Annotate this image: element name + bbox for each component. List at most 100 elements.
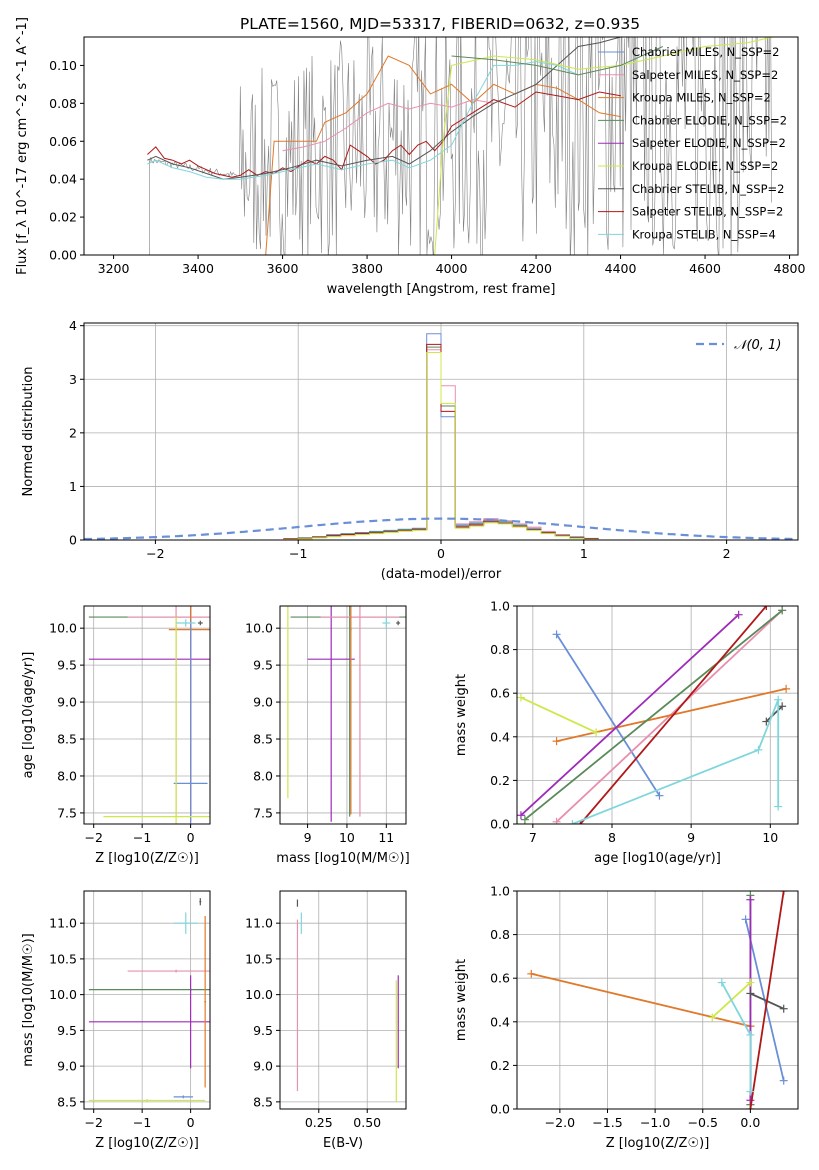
y-tick-label: 7.5 bbox=[57, 805, 77, 820]
y-tick-label: 10.0 bbox=[49, 987, 77, 1002]
y-axis-label: mass [log10(M/M☉)] bbox=[21, 933, 36, 1066]
errorbar-point-kroupa-elodie bbox=[395, 980, 397, 1102]
weight-marker bbox=[754, 745, 763, 754]
weight-marker bbox=[568, 820, 577, 824]
plot-area bbox=[88, 606, 210, 824]
y-tick-label: 0.4 bbox=[490, 729, 510, 744]
y-tick-label: 0.0 bbox=[490, 817, 510, 832]
weight-line-kroupa-stelib bbox=[572, 699, 780, 824]
x-tick-label: −1 bbox=[133, 830, 151, 845]
y-tick-label: 9.5 bbox=[253, 1023, 273, 1038]
y-tick-label: 10.0 bbox=[245, 621, 273, 636]
y-tick-label: 4 bbox=[69, 318, 77, 333]
legend-entry: Salpeter STELIB, N_SSP=2 bbox=[632, 205, 783, 219]
y-tick-label: 1.0 bbox=[490, 599, 510, 614]
y-tick-label: 0.02 bbox=[49, 210, 77, 225]
weight-marker bbox=[520, 815, 529, 824]
weight-marker bbox=[527, 969, 536, 978]
x-tick-label: 4400 bbox=[605, 261, 637, 276]
y-tick-label: 8.5 bbox=[253, 732, 273, 747]
y-axis-label: Normed distribution bbox=[21, 367, 36, 497]
figure-title: PLATE=1560, MJD=53317, FIBERID=0632, z=0… bbox=[240, 15, 640, 33]
x-tick-label: 1 bbox=[580, 546, 588, 561]
x-axis-label: E(B-V) bbox=[323, 1136, 363, 1151]
errorbar-point-salpeter-elodie bbox=[307, 606, 355, 822]
x-tick-label: −1.0 bbox=[640, 1115, 670, 1130]
y-tick-label: 1 bbox=[69, 479, 77, 494]
errorbar-point-chabrier-stelib bbox=[197, 620, 203, 626]
y-tick-label: 11.0 bbox=[49, 916, 77, 931]
y-tick-label: 0.8 bbox=[490, 927, 510, 942]
residuals-panel: −2 −1 0 1 2 0 1 2 3 4 (data-model)/error Normed dis… bbox=[21, 318, 799, 582]
legend-entry: Chabrier MILES, N_SSP=2 bbox=[632, 45, 779, 59]
x-tick-label: 10 bbox=[762, 830, 778, 845]
errorbar-point-kroupa-miles bbox=[350, 606, 352, 815]
plot-area bbox=[105, 37, 773, 255]
weight-marker bbox=[762, 606, 771, 610]
weight-marker bbox=[717, 978, 726, 987]
y-tick-label: 11.0 bbox=[245, 916, 273, 931]
errorbar-point-salpeter-elodie bbox=[397, 975, 399, 1069]
y-tick-label: 9.0 bbox=[57, 1059, 77, 1074]
axes-frame bbox=[279, 605, 407, 825]
age-vs-mass-panel: 9 10 11 7.5 8.0 8.5 9.0 9.5 10.0 mass [log10(M/M☉… bbox=[245, 605, 410, 866]
legend-entry: Kroupa STELIB, N_SSP=4 bbox=[632, 227, 776, 241]
x-tick-label: −2 bbox=[84, 1115, 102, 1130]
x-tick-label: 3400 bbox=[182, 261, 214, 276]
weight-marker bbox=[746, 1105, 755, 1109]
axes-frame bbox=[279, 890, 407, 1110]
y-tick-label: 0.2 bbox=[490, 773, 510, 788]
weight-line-salpeter-elodie bbox=[520, 614, 740, 816]
errorbar-point-chabrier-stelib bbox=[396, 620, 401, 626]
y-tick-label: 8.0 bbox=[57, 768, 77, 783]
x-tick-label: −1 bbox=[133, 1115, 151, 1130]
errorbar-point-chabrier-stelib bbox=[199, 898, 202, 906]
model-line-salpeter-miles bbox=[282, 99, 494, 152]
errorbar-point-salpeter-miles bbox=[296, 919, 299, 1092]
weight-marker bbox=[779, 1004, 788, 1013]
y-tick-label: 10.0 bbox=[49, 621, 77, 636]
errorbar-point-chabrier-miles bbox=[173, 620, 208, 824]
model-line-chabrier-elodie bbox=[451, 46, 664, 76]
y-tick-label: 0.08 bbox=[49, 96, 77, 111]
x-tick-label: 0.25 bbox=[305, 1115, 333, 1130]
observed-spectrum-line bbox=[105, 37, 772, 255]
x-tick-label: 3200 bbox=[98, 261, 130, 276]
x-tick-label: −0.5 bbox=[688, 1115, 718, 1130]
weight-marker bbox=[746, 895, 755, 904]
x-tick-label: 4800 bbox=[774, 261, 806, 276]
x-tick-label: 9 bbox=[687, 830, 695, 845]
weight-marker bbox=[741, 915, 750, 924]
weight-marker bbox=[774, 695, 783, 704]
spectrum-panel: 3200 3400 3600 3800 4000 4200 4400 4600 4800 0.00… bbox=[15, 17, 806, 297]
histogram-kroupa-elodie bbox=[283, 352, 599, 540]
errorbar-point-kroupa-elodie bbox=[88, 1098, 206, 1102]
x-axis-label: Z [log10(Z/Z☉)] bbox=[606, 1136, 710, 1151]
model-line-chabrier-stelib bbox=[147, 37, 621, 180]
y-tick-label: 0 bbox=[69, 533, 77, 548]
weight-marker bbox=[655, 791, 664, 800]
errorbar-point-chabrier-miles bbox=[173, 1095, 194, 1099]
weight-marker bbox=[592, 728, 601, 737]
model-line-kroupa-elodie bbox=[430, 37, 773, 255]
legend-entry: 𝒩(0, 1) bbox=[734, 338, 781, 353]
weight-vs-metallicity-panel: −2.0 −1.5 −1.0 −0.5 0.0 0.0 0.2 0.4 0.6 0.8 1.0 Z [… bbox=[454, 884, 799, 1151]
weight-marker bbox=[552, 630, 561, 639]
x-tick-label: 7 bbox=[529, 830, 537, 845]
legend-entry: Kroupa ELODIE, N_SSP=2 bbox=[632, 159, 778, 173]
y-axis-label: mass weight bbox=[454, 959, 469, 1041]
axes-frame bbox=[83, 36, 799, 256]
weight-marker bbox=[746, 1030, 755, 1039]
legend-entry: Salpeter ELODIE, N_SSP=2 bbox=[632, 136, 786, 150]
x-tick-label: 8 bbox=[608, 830, 616, 845]
x-tick-label: 4600 bbox=[689, 261, 721, 276]
x-axis-label: mass [log10(M/M☉)] bbox=[276, 851, 409, 866]
plot-area bbox=[84, 333, 798, 540]
weight-marker bbox=[552, 817, 561, 824]
y-tick-label: 8.0 bbox=[253, 768, 273, 783]
y-tick-label: 10.5 bbox=[49, 951, 77, 966]
y-tick-label: 0.04 bbox=[49, 172, 77, 187]
weight-marker bbox=[778, 702, 787, 711]
